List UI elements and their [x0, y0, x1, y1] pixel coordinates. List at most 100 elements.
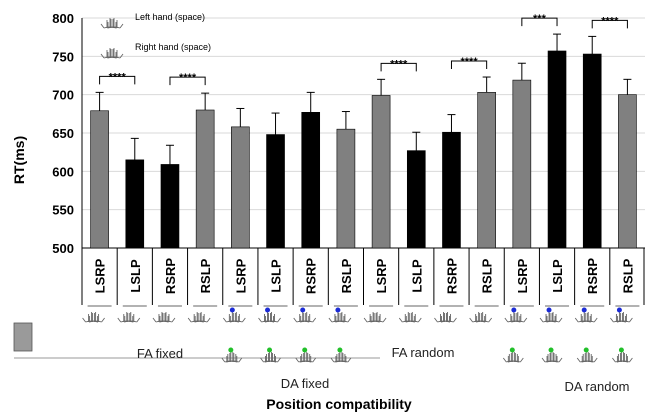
stimulus-dot-icon	[548, 347, 554, 353]
bar	[582, 53, 602, 249]
category-label: LSRP	[93, 258, 108, 293]
category-label: LSLP	[128, 259, 143, 293]
hand-icon	[300, 352, 317, 363]
stimulus-dot-icon	[511, 307, 517, 313]
category-label: RSLP	[339, 258, 354, 293]
category-label: RSLP	[198, 258, 213, 293]
hand-icon	[546, 352, 563, 363]
bar	[301, 112, 321, 249]
y-tick-label: 800	[52, 11, 74, 26]
hand-icon	[511, 312, 528, 323]
hand-icon	[581, 352, 598, 363]
category-label: LSLP	[550, 259, 565, 293]
significance-bracket	[99, 75, 136, 85]
hand-icon	[124, 312, 141, 323]
hand-icon	[476, 312, 493, 323]
bar	[195, 109, 215, 249]
significance-brackets: **** ******** ******* ****	[99, 13, 628, 86]
y-axis-label: RT(ms)	[11, 136, 27, 184]
hand-icon	[616, 312, 633, 323]
significance-label: ****	[390, 58, 408, 70]
significance-label: ****	[179, 72, 197, 84]
y-tick-label: 750	[52, 49, 74, 64]
hand-icon	[335, 312, 352, 323]
stimulus-dot-icon	[229, 307, 235, 313]
y-tick-label: 600	[52, 164, 74, 179]
stimulus-dot-icon	[616, 307, 622, 313]
category-label: RSRP	[163, 258, 178, 294]
category-label: RSRP	[585, 258, 600, 294]
hand-icon	[260, 352, 276, 363]
y-tick-label: 550	[52, 203, 74, 218]
group-label: DA fixed	[281, 376, 329, 391]
significance-bracket	[169, 76, 206, 86]
hand-icon	[159, 312, 176, 323]
group-label: DA random	[564, 379, 629, 394]
hand-icon	[441, 312, 457, 323]
x-axis-label: Position compatibility	[266, 396, 412, 412]
group-label: FA random	[392, 345, 455, 360]
category-label: LSRP	[515, 258, 530, 293]
error-bars	[95, 33, 632, 165]
hand-icon	[194, 312, 211, 323]
significance-bracket	[591, 19, 628, 29]
stimulus-dot-icon	[302, 347, 308, 353]
y-tick-label: 500	[52, 241, 74, 256]
hand-icon	[221, 352, 238, 363]
stimulus-dot-icon	[581, 307, 587, 313]
significance-label: ****	[601, 15, 619, 27]
left-hand-icon	[100, 18, 124, 29]
hand-icon	[295, 352, 312, 363]
hand-icon	[265, 312, 281, 323]
bar	[547, 50, 567, 249]
category-label: LSRP	[374, 258, 389, 293]
right-hand-icon	[100, 48, 124, 59]
stimulus-dot-icon	[337, 347, 343, 353]
significance-label: ***	[533, 13, 547, 25]
hand-icon	[370, 312, 387, 323]
bar	[231, 126, 250, 249]
category-label: LSLP	[269, 259, 284, 293]
category-label: RSRP	[304, 258, 319, 294]
hand-icon	[226, 352, 243, 363]
hand-diagram-row	[13, 305, 640, 363]
stimulus-dot-icon	[228, 347, 234, 353]
category-label: RSLP	[620, 258, 635, 293]
stimulus-dot-icon	[546, 307, 552, 313]
hand-icon	[229, 312, 246, 323]
y-tick-label: 700	[52, 88, 74, 103]
hand-icon	[330, 352, 347, 363]
stimulus-dot-icon	[300, 307, 306, 313]
hand-icon	[541, 352, 558, 363]
category-label: RSRP	[444, 258, 459, 294]
hand-icon	[581, 312, 598, 323]
stimulus-dot-icon	[509, 347, 515, 353]
category-label: LSLP	[409, 259, 424, 293]
category-label: RSLP	[480, 258, 495, 293]
hand-icon	[576, 352, 593, 363]
group-label: FA fixed	[137, 346, 183, 361]
hand-icon	[405, 312, 422, 323]
significance-label: ****	[109, 71, 127, 83]
hand-icon	[107, 48, 124, 59]
significance-bracket	[450, 60, 488, 70]
legend-label: Right hand (space)	[135, 42, 211, 52]
bar	[477, 92, 496, 249]
hand-icon	[507, 352, 524, 363]
y-tick-label: 650	[52, 126, 74, 141]
hand-icon	[265, 352, 281, 363]
hand-icon	[616, 352, 633, 363]
stimulus-dot-icon	[583, 347, 589, 353]
bar	[406, 150, 426, 249]
bar	[371, 95, 391, 249]
significance-bracket	[380, 62, 417, 72]
bar	[266, 134, 285, 249]
legend-label: Left hand (space)	[135, 12, 205, 22]
stimulus-dot-icon	[267, 347, 273, 353]
hand-icon	[107, 18, 124, 29]
bar	[160, 164, 180, 249]
group-labels: FA fixed DA fixed FA random DA random	[137, 345, 630, 394]
bar	[90, 110, 109, 249]
hand-icon	[89, 312, 105, 323]
